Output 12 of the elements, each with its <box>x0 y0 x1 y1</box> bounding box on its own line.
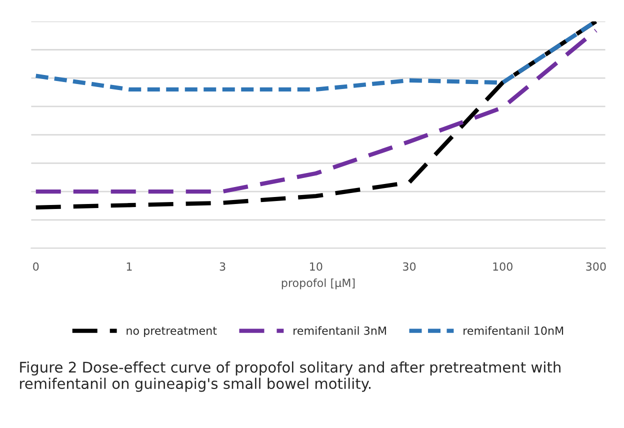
x-tick-label: 100 <box>493 262 512 271</box>
x-tick-label: 300 <box>586 262 606 271</box>
caption: Figure 2 Dose-effect curve of propofol solitary and after pretreatment with remifentanil on guineapig's small bowel motility. <box>20 361 560 392</box>
legend-label: remifentanil 3nM <box>294 326 386 335</box>
x-tick-label: 10 <box>310 262 322 271</box>
x-tick-label: 1 <box>126 262 132 271</box>
x-axis-title: propofol [µM] <box>282 278 355 290</box>
legend-label: remifentanil 10nM <box>464 326 564 335</box>
x-tick-label: 0 <box>33 262 39 271</box>
x-tick-label: 3 <box>220 262 226 271</box>
x-tick-label: 30 <box>403 262 416 271</box>
legend-label: no pretreatment <box>126 326 217 338</box>
